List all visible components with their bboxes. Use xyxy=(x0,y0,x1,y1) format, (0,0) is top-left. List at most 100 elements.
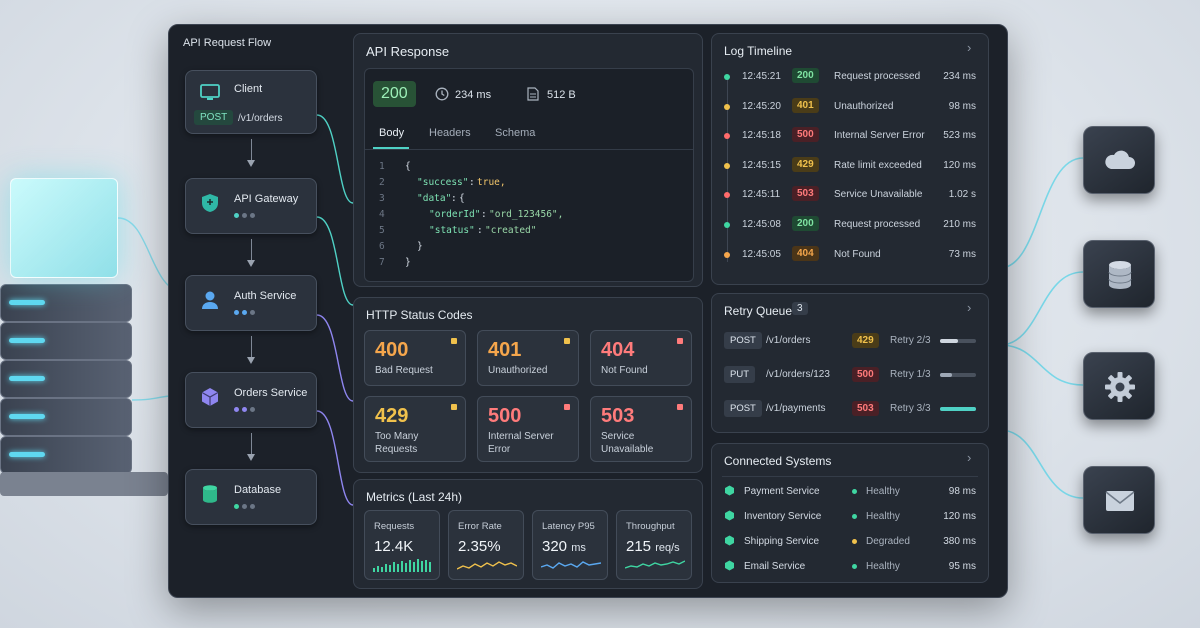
status-card-404[interactable]: 404 Not Found xyxy=(590,330,692,386)
tab-headers[interactable]: Headers xyxy=(429,127,471,139)
chevron-right-icon[interactable]: › xyxy=(967,300,972,315)
status-dots xyxy=(234,407,258,412)
latency-sparkline xyxy=(541,561,601,569)
throughput-sparkline xyxy=(625,560,685,569)
log-row[interactable]: 12:45:20 401 Unauthorized 98 ms xyxy=(724,96,976,118)
tab-schema[interactable]: Schema xyxy=(495,127,536,139)
flow-arrow xyxy=(247,239,255,267)
metric-value: 12.4K xyxy=(374,538,414,555)
retry-queue-panel: Retry Queue 3 › POST/v1/orders 429 Retry 2… xyxy=(711,293,989,433)
retry-attempt: Retry 1/3 xyxy=(890,369,931,380)
metric-requests[interactable]: Requests 12.4K xyxy=(364,510,440,580)
flow-node-client[interactable]: Client POST /v1/orders xyxy=(185,70,317,134)
status-dots xyxy=(234,504,258,509)
retry-status-badge: 503 xyxy=(852,401,879,416)
log-status-badge: 429 xyxy=(792,156,819,172)
metric-latency-p95[interactable]: Latency P95 320 ms xyxy=(532,510,608,580)
status-description: Too Many Requests xyxy=(375,431,419,455)
retry-status-badge: 429 xyxy=(852,333,879,348)
response-viewer: 200 234 ms 512 B Body Headers Schema 1 {… xyxy=(364,68,694,282)
status-card-401[interactable]: 401 Unauthorized xyxy=(477,330,579,386)
status-code-badge: 200 xyxy=(373,81,416,107)
service-cube-icon xyxy=(725,535,734,546)
log-duration: 234 ms xyxy=(943,71,976,82)
status-code: 401 xyxy=(488,339,522,361)
status-dot xyxy=(724,103,730,110)
indicator xyxy=(564,404,570,410)
settings-tile[interactable] xyxy=(1083,352,1155,420)
status-code: 503 xyxy=(601,405,635,427)
log-time: 12:45:20 xyxy=(742,100,781,112)
chevron-right-icon[interactable]: › xyxy=(967,40,972,55)
flow-node-auth-service[interactable]: Auth Service xyxy=(185,275,317,331)
chevron-right-icon[interactable]: › xyxy=(967,450,972,465)
log-duration: 73 ms xyxy=(948,248,976,260)
system-row[interactable]: Payment Service Healthy 98 ms xyxy=(724,480,976,502)
metric-throughput[interactable]: Throughput 215 req/s xyxy=(616,510,692,580)
indicator xyxy=(564,338,570,344)
status-description: Bad Request xyxy=(375,365,433,376)
status-dots xyxy=(234,213,258,218)
file-icon xyxy=(527,87,539,101)
cloud-tile[interactable] xyxy=(1083,126,1155,194)
retry-progress-bar xyxy=(940,407,976,411)
flow-title: API Request Flow xyxy=(183,37,272,49)
tab-body[interactable]: Body xyxy=(379,127,405,139)
indicator xyxy=(451,338,457,344)
metric-error-rate[interactable]: Error Rate 2.35% xyxy=(448,510,524,580)
log-duration: 1.02 s xyxy=(948,189,976,201)
health-dot xyxy=(852,514,857,519)
health-dot xyxy=(852,489,857,494)
system-name: Inventory Service xyxy=(744,511,822,522)
mail-tile[interactable] xyxy=(1083,466,1155,534)
retry-row[interactable]: POST/v1/payments 503 Retry 3/3 xyxy=(724,396,976,422)
log-row[interactable]: 12:45:18 500 Internal Server Error 523 ms xyxy=(724,125,976,147)
flow-arrow xyxy=(247,336,255,364)
log-message: Internal Server Error xyxy=(834,130,925,142)
server-base xyxy=(0,472,168,496)
log-message: Request processed xyxy=(834,219,921,230)
log-time: 12:45:15 xyxy=(742,159,781,171)
log-row[interactable]: 12:45:08 200 Request processed 210 ms xyxy=(724,214,976,236)
retry-row[interactable]: PUT/v1/orders/123 500 Retry 1/3 xyxy=(724,362,976,388)
status-card-429[interactable]: 429 Too Many Requests xyxy=(364,396,466,462)
status-card-500[interactable]: 500 Internal Server Error xyxy=(477,396,579,462)
flow-node-orders-service[interactable]: Orders Service xyxy=(185,372,317,428)
status-description: Not Found xyxy=(601,365,648,376)
retry-count-badge: 3 xyxy=(792,302,808,315)
flow-node-api-gateway[interactable]: API Gateway xyxy=(185,178,317,234)
system-row[interactable]: Shipping Service Degraded 380 ms xyxy=(724,530,976,552)
api-dashboard: API Request Flow Client POST /v1/orders … xyxy=(168,24,1008,598)
status-code: 500 xyxy=(488,405,522,427)
status-dot xyxy=(724,222,730,228)
log-row[interactable]: 12:45:21 200 Request processed 234 ms xyxy=(724,66,976,88)
log-status-badge: 200 xyxy=(792,216,819,231)
flow-node-label: Database xyxy=(234,484,282,496)
retry-progress-bar xyxy=(940,339,976,343)
log-row[interactable]: 12:45:11 503 Service Unavailable 1.02 s xyxy=(724,184,976,206)
status-card-400[interactable]: 400 Bad Request xyxy=(364,330,466,386)
panel-title: Metrics (Last 24h) xyxy=(366,490,463,504)
service-cube-icon xyxy=(725,510,734,521)
log-status-badge: 503 xyxy=(792,186,819,202)
log-row[interactable]: 12:45:15 429 Rate limit exceeded 120 ms xyxy=(724,155,976,177)
status-code: 404 xyxy=(601,339,635,361)
log-row[interactable]: 12:45:05 404 Not Found 73 ms xyxy=(724,244,976,266)
system-name: Email Service xyxy=(744,561,806,572)
log-message: Service Unavailable xyxy=(834,189,923,201)
log-duration: 210 ms xyxy=(943,219,976,230)
system-row[interactable]: Email Service Healthy 95 ms xyxy=(724,555,976,577)
log-duration: 98 ms xyxy=(948,100,976,112)
system-latency: 95 ms xyxy=(948,561,976,572)
retry-row[interactable]: POST/v1/orders 429 Retry 2/3 xyxy=(724,328,976,354)
database-tile[interactable] xyxy=(1083,240,1155,308)
database-icon xyxy=(1108,261,1132,289)
status-card-503[interactable]: 503 Service Unavailable xyxy=(590,396,692,462)
panel-title: Log Timeline xyxy=(724,44,793,58)
flow-node-label: API Gateway xyxy=(234,193,299,205)
metric-label: Requests xyxy=(374,521,415,532)
divider xyxy=(722,476,978,477)
log-time: 12:45:21 xyxy=(742,71,781,82)
flow-node-database[interactable]: Database xyxy=(185,469,317,525)
system-row[interactable]: Inventory Service Healthy 120 ms xyxy=(724,505,976,527)
